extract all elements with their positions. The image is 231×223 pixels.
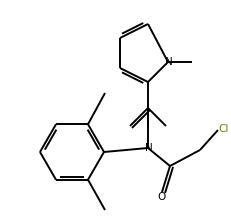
Text: O: O: [157, 192, 165, 202]
Text: N: N: [145, 143, 152, 153]
Text: N: N: [164, 57, 172, 67]
Text: Cl: Cl: [218, 124, 228, 134]
